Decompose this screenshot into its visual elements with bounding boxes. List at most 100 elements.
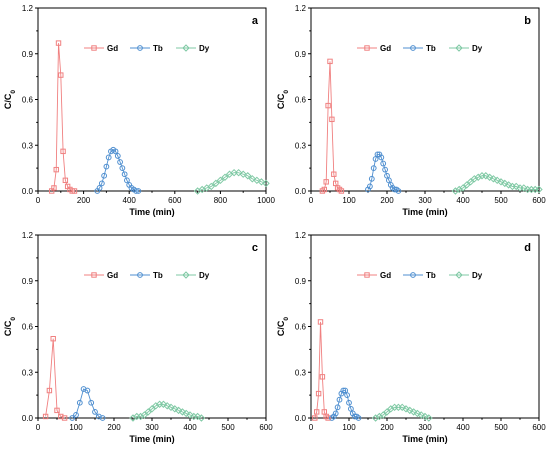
- series-Tb: [365, 151, 402, 194]
- data-point-Gd: [329, 116, 335, 123]
- y-tick-label: 0.6: [295, 96, 307, 105]
- x-tick-label: 100: [342, 196, 356, 205]
- legend: Gd Tb Dy: [357, 44, 483, 53]
- data-point-Tb: [88, 399, 95, 406]
- data-point-Tb: [119, 165, 126, 172]
- data-point-Gd: [325, 102, 331, 109]
- data-point-Tb: [382, 166, 389, 173]
- legend-marker-Gd: [364, 272, 370, 278]
- series-Dy: [371, 403, 433, 422]
- legend-marker-Tb: [137, 45, 143, 51]
- y-tick-label: 0.0: [22, 187, 34, 196]
- data-point-Tb: [367, 183, 373, 190]
- data-point-Tb: [98, 180, 105, 187]
- series-Gd: [312, 319, 331, 421]
- data-point-Gd: [317, 319, 324, 325]
- data-point-Dy: [482, 172, 490, 180]
- legend-label-Gd: Gd: [107, 271, 118, 280]
- x-tick-label: 200: [107, 423, 121, 432]
- legend-marker-Dy: [182, 44, 190, 52]
- data-point-Dy: [493, 176, 501, 185]
- data-point-Dy: [406, 406, 414, 415]
- x-tick-label: 200: [77, 196, 91, 205]
- series-Dy-line: [132, 403, 202, 419]
- data-point-Gd: [46, 387, 53, 394]
- data-point-Dy: [144, 408, 152, 416]
- data-point-Dy: [402, 405, 410, 413]
- x-tick-label: 600: [532, 423, 546, 432]
- data-point-Dy: [383, 408, 391, 416]
- data-point-Gd: [53, 166, 59, 173]
- x-tick-label: 500: [494, 196, 508, 205]
- data-point-Gd: [62, 177, 69, 184]
- data-point-Dy: [504, 181, 513, 189]
- data-point-Gd: [50, 336, 56, 342]
- legend-label-Dy: Dy: [199, 44, 210, 53]
- x-tick-label: 400: [123, 196, 137, 205]
- data-point-Gd: [51, 185, 57, 191]
- data-point-Tb: [112, 148, 119, 155]
- data-point-Tb: [114, 153, 121, 159]
- legend-marker-Dy: [182, 271, 190, 279]
- legend-label-Gd: Gd: [380, 271, 391, 280]
- data-point-Gd: [54, 407, 60, 414]
- x-tick-label: 0: [36, 423, 41, 432]
- x-tick-label: 600: [259, 423, 273, 432]
- y-tick-label: 1.2: [22, 231, 34, 240]
- x-axis-title: Time (min): [402, 434, 447, 444]
- series-Gd-line: [45, 338, 65, 419]
- panel-b: 0 100 200 300 400 500 600 0.0 0.3 0.6 0.9 1.2 Time (…: [276, 4, 546, 217]
- legend-label-Gd: Gd: [380, 44, 391, 53]
- data-point-Dy: [459, 184, 467, 192]
- legend-label-Dy: Dy: [472, 271, 483, 280]
- data-point-Dy: [178, 408, 187, 416]
- data-point-Dy: [193, 412, 202, 421]
- data-point-Dy: [463, 181, 471, 189]
- data-point-Dy: [253, 176, 261, 185]
- data-point-Tb: [121, 171, 128, 178]
- plot-frame: [37, 234, 267, 419]
- y-tick-label: 0.0: [295, 187, 307, 196]
- panel-a: 0 200 400 600 800 1000 0.0 0.3 0.6 0.9 1.2 Time (mi…: [3, 4, 275, 217]
- data-point-Dy: [425, 414, 433, 422]
- x-tick-label: 400: [456, 196, 470, 205]
- legend: Gd Tb Dy: [357, 271, 483, 280]
- data-point-Tb: [135, 188, 142, 194]
- series-Tb-line: [367, 153, 399, 192]
- y-tick-label: 0.0: [295, 414, 307, 423]
- data-point-Gd: [315, 390, 322, 397]
- data-point-Tb: [96, 185, 103, 191]
- x-axis-title: Time (min): [402, 207, 447, 217]
- series-Dy: [451, 172, 543, 195]
- y-axis-title: C/C0: [3, 317, 17, 337]
- data-point-Tb: [332, 410, 339, 417]
- data-point-Dy: [497, 178, 505, 186]
- y-tick-label: 0.9: [295, 277, 307, 286]
- y-tick-label: 0.6: [22, 96, 34, 105]
- data-point-Dy: [489, 175, 498, 183]
- legend-marker-Tb: [137, 272, 143, 278]
- data-point-Tb: [117, 159, 123, 165]
- data-point-Dy: [140, 411, 149, 419]
- data-point-Dy: [244, 172, 252, 180]
- y-tick-label: 0.9: [22, 50, 34, 59]
- legend-label-Tb: Tb: [153, 44, 163, 53]
- series-Gd: [319, 58, 345, 194]
- x-axis-title: Time (min): [129, 207, 174, 217]
- data-point-Dy: [197, 414, 206, 422]
- data-point-Gd: [61, 415, 68, 421]
- data-point-Gd: [42, 413, 49, 420]
- legend-label-Tb: Tb: [426, 44, 436, 53]
- data-point-Dy: [182, 409, 190, 418]
- data-point-Tb: [380, 160, 387, 167]
- data-point-Gd: [323, 179, 329, 185]
- data-point-Tb: [334, 404, 341, 411]
- panel-d: 0 100 200 300 400 500 600 0.0 0.3 0.6 0.9 1.2 Time (…: [276, 231, 546, 444]
- data-point-Tb: [84, 387, 91, 394]
- data-point-Tb: [378, 154, 385, 161]
- x-tick-label: 0: [309, 196, 314, 205]
- x-axis-title: Time (min): [129, 434, 174, 444]
- data-point-Tb: [368, 175, 375, 182]
- data-point-Dy: [148, 405, 156, 413]
